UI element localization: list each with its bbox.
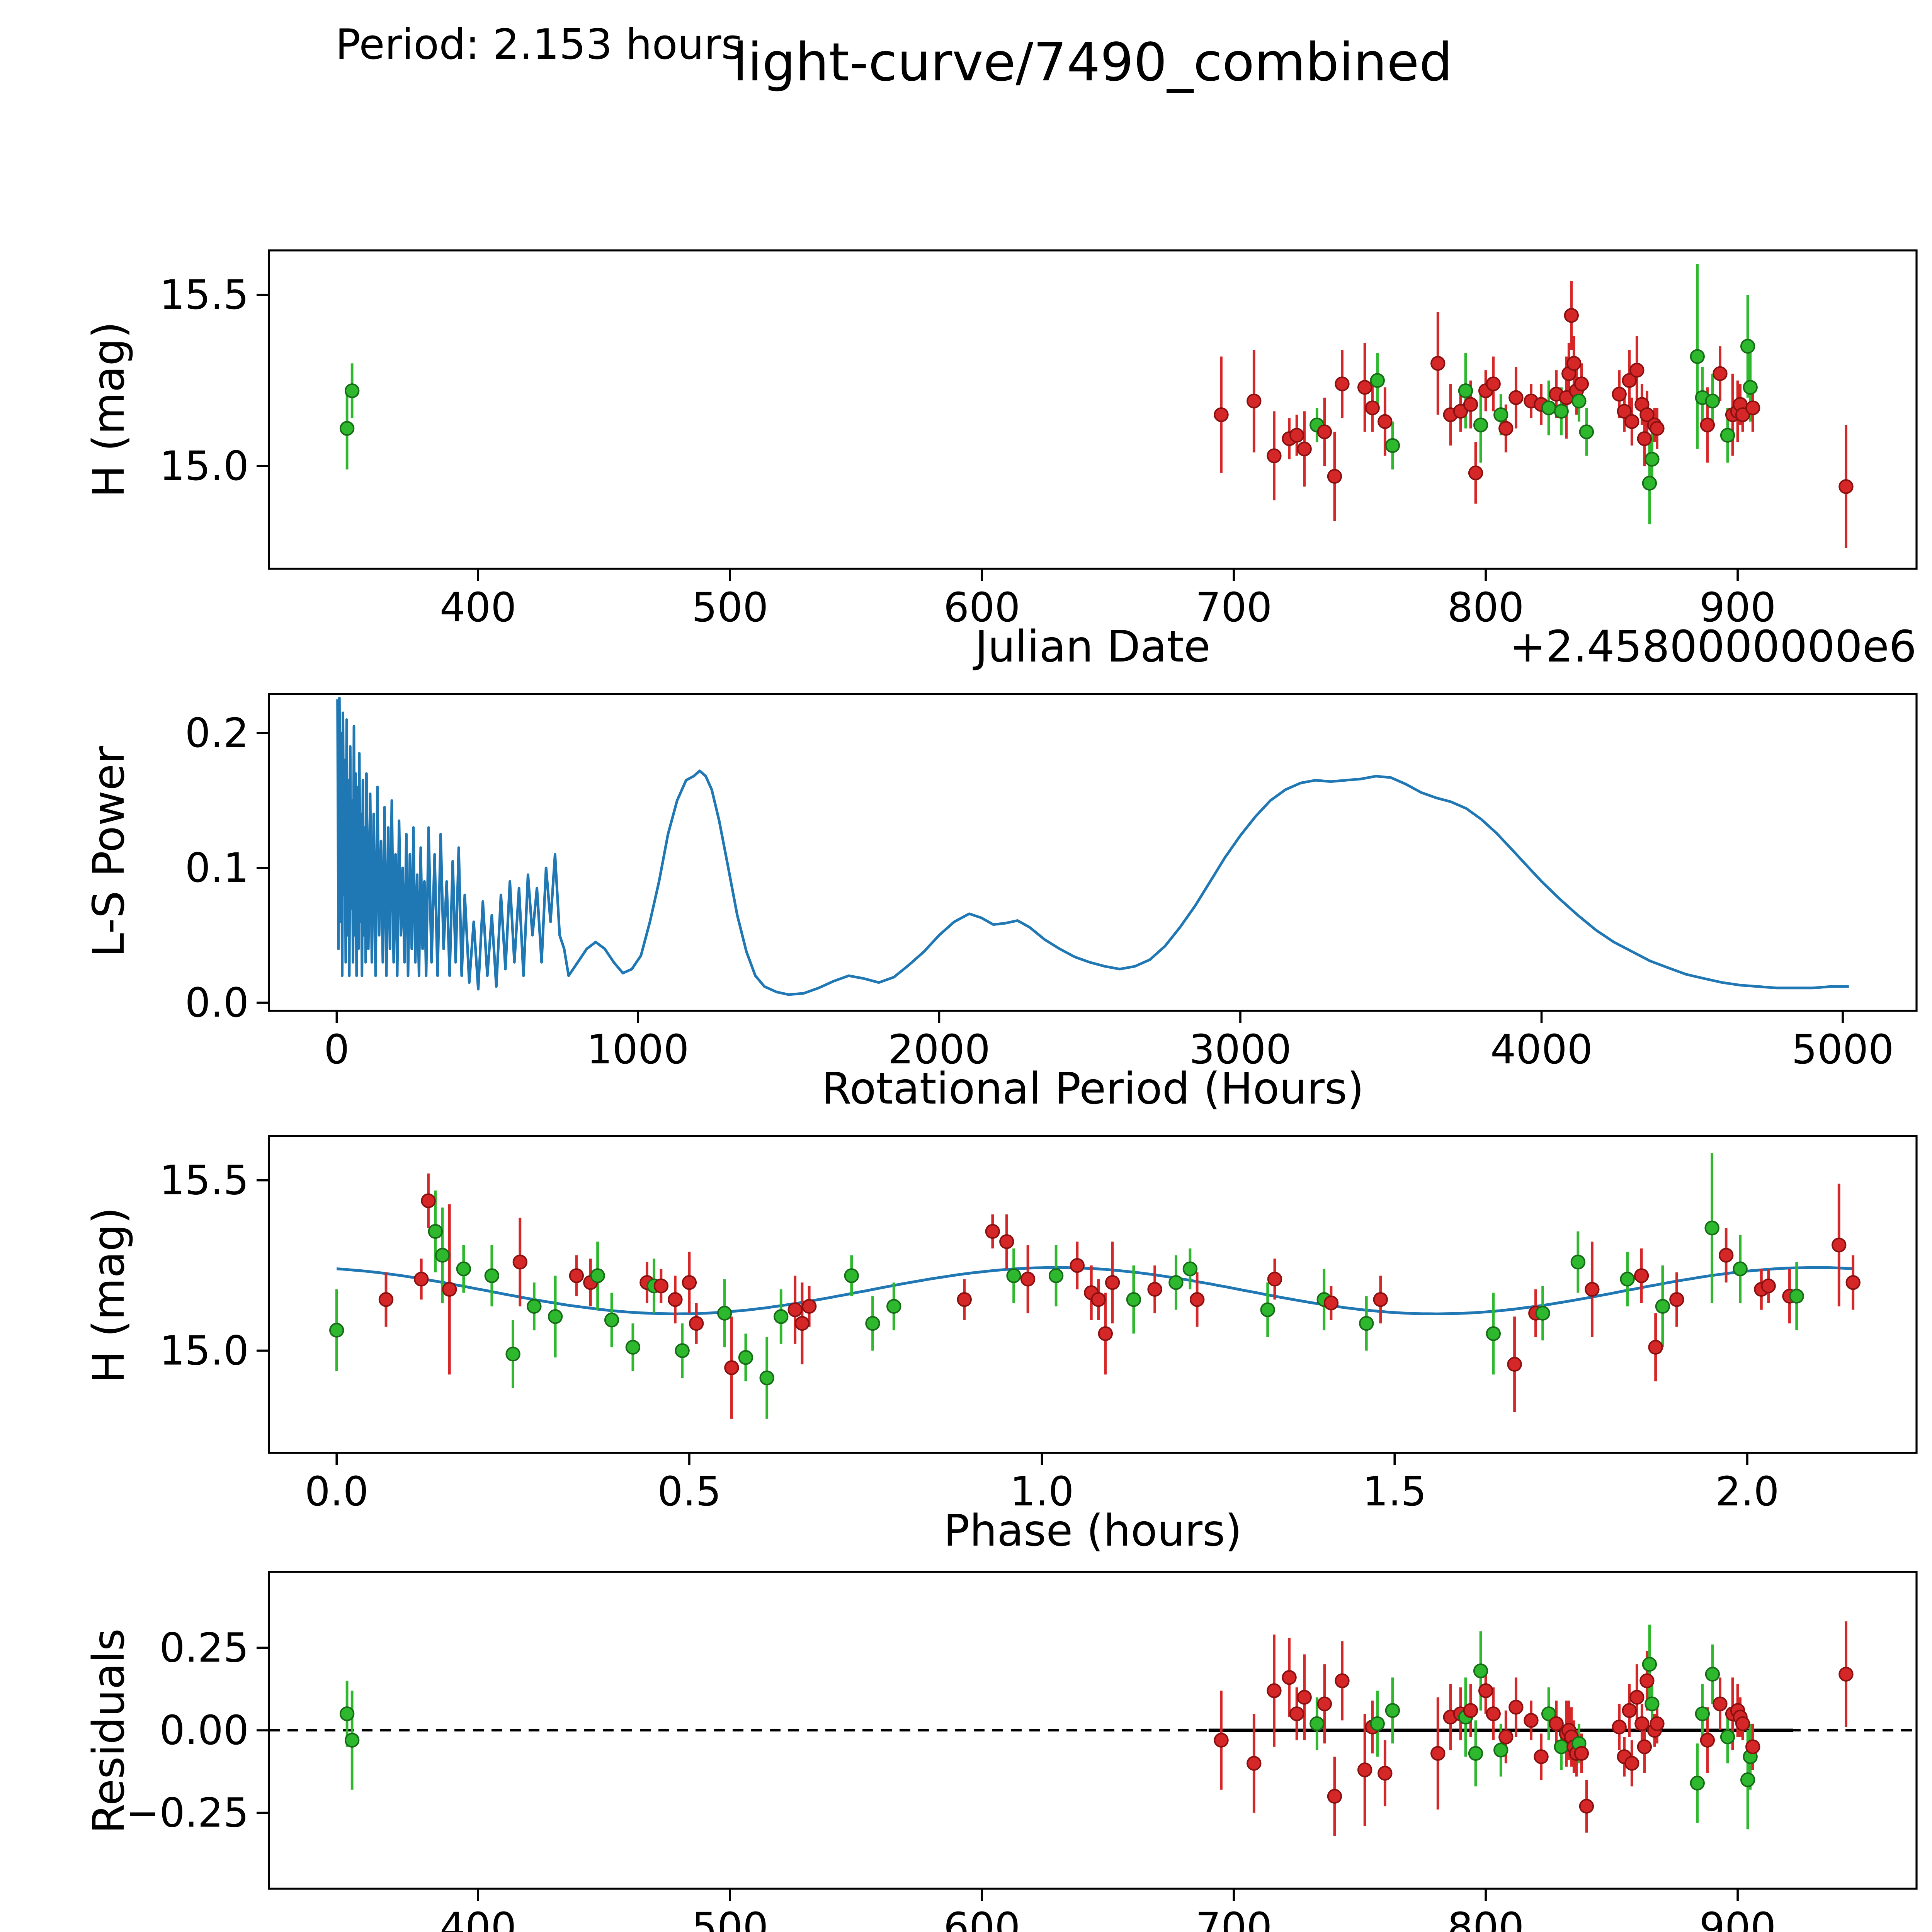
svg-text:0.25: 0.25: [159, 1624, 249, 1671]
period-label: Period: 2.153 hours: [335, 20, 743, 69]
figure-title: light-curve/7490_combined: [733, 32, 1452, 93]
svg-text:500: 500: [692, 584, 769, 631]
svg-text:1000: 1000: [587, 1026, 689, 1073]
plot-area-phase-folded: 0.0 0.5 1.0 1.5 2.0 15.0 15.5: [159, 1135, 1918, 1515]
plot-area-h-vs-jd: 400 500 600 700 800 900 15.0 15.5: [159, 249, 1918, 631]
svg-text:0.5: 0.5: [657, 1468, 721, 1515]
svg-text:15.0: 15.0: [159, 442, 249, 490]
svg-text:0.1: 0.1: [185, 844, 249, 891]
periodogram-ylabel: L-S Power: [84, 746, 134, 957]
svg-text:600: 600: [944, 584, 1020, 631]
phase-ylabel: H (mag): [84, 1207, 134, 1383]
svg-text:800: 800: [1447, 1904, 1524, 1932]
svg-text:0.0: 0.0: [305, 1468, 369, 1515]
svg-text:15.5: 15.5: [159, 271, 249, 318]
svg-text:3000: 3000: [1189, 1026, 1292, 1073]
svg-text:400: 400: [440, 584, 517, 631]
svg-text:0: 0: [324, 1026, 349, 1073]
svg-text:500: 500: [692, 1904, 769, 1932]
svg-text:1.0: 1.0: [1010, 1468, 1074, 1515]
svg-text:0.0: 0.0: [185, 979, 249, 1026]
periodogram-xlabel: Rotational Period (Hours): [821, 1064, 1364, 1114]
svg-text:900: 900: [1699, 1904, 1776, 1932]
svg-text:5000: 5000: [1792, 1026, 1894, 1073]
svg-text:2.0: 2.0: [1715, 1468, 1779, 1515]
svg-text:0.2: 0.2: [185, 709, 249, 757]
plot-h-vs-jd: 400 500 600 700 800 900 15.0 15.5 H (mag) Julia…: [84, 249, 1918, 672]
h-jd-xlabel: Julian Date: [973, 622, 1210, 672]
svg-text:4000: 4000: [1490, 1026, 1593, 1073]
svg-text:15.0: 15.0: [159, 1327, 249, 1374]
svg-text:700: 700: [1196, 1904, 1272, 1932]
plot-periodogram: 0 1000 2000 3000 4000 5000 0.0 0.1 0.2 L-S Power…: [84, 693, 1918, 1114]
plot-area-residuals: 400 500 600 700 800 900 −0.25 0.00 0.25: [126, 1571, 1918, 1932]
residuals-ylabel: Residuals: [84, 1628, 134, 1833]
svg-text:0.00: 0.00: [159, 1707, 249, 1754]
svg-text:2000: 2000: [888, 1026, 990, 1073]
svg-text:600: 600: [944, 1904, 1020, 1932]
svg-text:900: 900: [1699, 584, 1776, 631]
plot-phase-folded: 0.0 0.5 1.0 1.5 2.0 15.0 15.5 H (mag) Phase (h…: [84, 1135, 1918, 1556]
svg-text:15.5: 15.5: [159, 1157, 249, 1204]
h-jd-x-offset: +2.4580000000e6: [1510, 622, 1917, 672]
h-jd-ylabel: H (mag): [84, 321, 134, 498]
svg-text:400: 400: [440, 1904, 517, 1932]
svg-text:−0.25: −0.25: [126, 1789, 249, 1837]
svg-text:1.5: 1.5: [1363, 1468, 1427, 1515]
plot-area-periodogram: 0 1000 2000 3000 4000 5000 0.0 0.1 0.2: [185, 693, 1918, 1073]
svg-text:700: 700: [1196, 584, 1272, 631]
phase-xlabel: Phase (hours): [944, 1506, 1242, 1556]
plot-residuals: 400 500 600 700 800 900 −0.25 0.00 0.25 Residual…: [84, 1571, 1918, 1932]
svg-text:800: 800: [1447, 584, 1524, 631]
